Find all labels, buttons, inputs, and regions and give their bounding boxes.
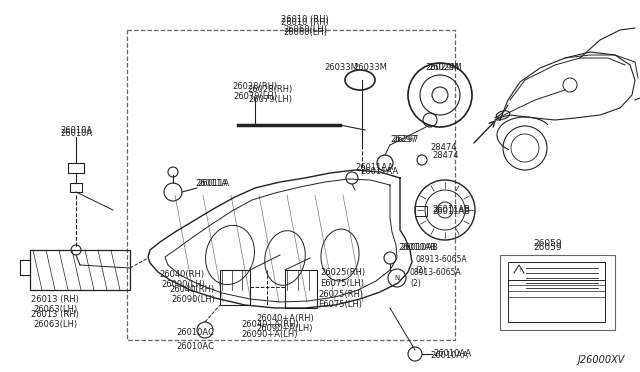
Text: 26011A: 26011A xyxy=(197,180,229,189)
Bar xyxy=(220,270,250,305)
Text: 26029M: 26029M xyxy=(428,64,461,73)
Bar xyxy=(285,270,317,308)
Text: 26010AA: 26010AA xyxy=(430,352,468,360)
Text: 26010AA: 26010AA xyxy=(433,350,471,359)
Text: 26010AB: 26010AB xyxy=(400,244,438,253)
Text: 26028(RH)
26079(LH): 26028(RH) 26079(LH) xyxy=(232,82,278,102)
Text: 26025(RH)
E6075(LH): 26025(RH) E6075(LH) xyxy=(320,268,365,288)
Text: 26297: 26297 xyxy=(390,135,417,144)
Text: 26297: 26297 xyxy=(392,135,419,144)
Text: 26010A: 26010A xyxy=(60,126,92,135)
Text: 26040(RH)
26090(LH): 26040(RH) 26090(LH) xyxy=(160,270,205,289)
Text: 26059: 26059 xyxy=(534,243,563,252)
Text: 26033M: 26033M xyxy=(324,64,358,73)
Text: 26011AB: 26011AB xyxy=(432,208,470,217)
Bar xyxy=(30,250,130,290)
Text: 26040+A(RH)
26090+A(LH): 26040+A(RH) 26090+A(LH) xyxy=(241,320,299,339)
Bar xyxy=(500,255,615,330)
Text: 26013 (RH)
26063(LH): 26013 (RH) 26063(LH) xyxy=(31,295,79,314)
Text: 26010A: 26010A xyxy=(60,129,92,138)
Text: 26033M: 26033M xyxy=(353,64,387,73)
Bar xyxy=(508,262,605,322)
Text: 08913-6065A
(2): 08913-6065A (2) xyxy=(410,268,461,288)
Text: 26010AC: 26010AC xyxy=(176,328,214,337)
Bar xyxy=(415,206,427,216)
Text: 26011AA: 26011AA xyxy=(355,164,393,173)
Text: 26011AB: 26011AB xyxy=(432,205,470,215)
Text: !: ! xyxy=(518,267,520,273)
Text: 26010 (RH)
26060(LH): 26010 (RH) 26060(LH) xyxy=(281,18,329,38)
Text: 26025(RH)
E6075(LH): 26025(RH) E6075(LH) xyxy=(318,290,363,310)
Text: 26010AB: 26010AB xyxy=(398,244,436,253)
Bar xyxy=(70,183,82,192)
Bar xyxy=(68,163,84,173)
Bar xyxy=(127,30,455,340)
Text: J26000XV: J26000XV xyxy=(578,355,625,365)
Text: 26040(RH)
26090(LH): 26040(RH) 26090(LH) xyxy=(170,285,215,304)
Text: 28474: 28474 xyxy=(432,151,458,160)
Text: N: N xyxy=(394,275,399,281)
Text: 28474: 28474 xyxy=(430,144,456,153)
Text: 26013 (RH)
26063(LH): 26013 (RH) 26063(LH) xyxy=(31,310,79,329)
Text: 26059: 26059 xyxy=(534,239,563,248)
Text: 26029M: 26029M xyxy=(425,64,459,73)
Text: 26011A: 26011A xyxy=(195,179,227,187)
Text: 08913-6065A
(2): 08913-6065A (2) xyxy=(415,255,467,275)
Text: 26010AC: 26010AC xyxy=(176,342,214,351)
Text: 26040+A(RH)
26090+A(LH): 26040+A(RH) 26090+A(LH) xyxy=(256,314,314,333)
Text: 26028(RH)
26079(LH): 26028(RH) 26079(LH) xyxy=(248,85,292,105)
Text: 26011AA: 26011AA xyxy=(360,167,398,176)
Text: 26010 (RH)
26060(LH): 26010 (RH) 26060(LH) xyxy=(281,15,329,34)
